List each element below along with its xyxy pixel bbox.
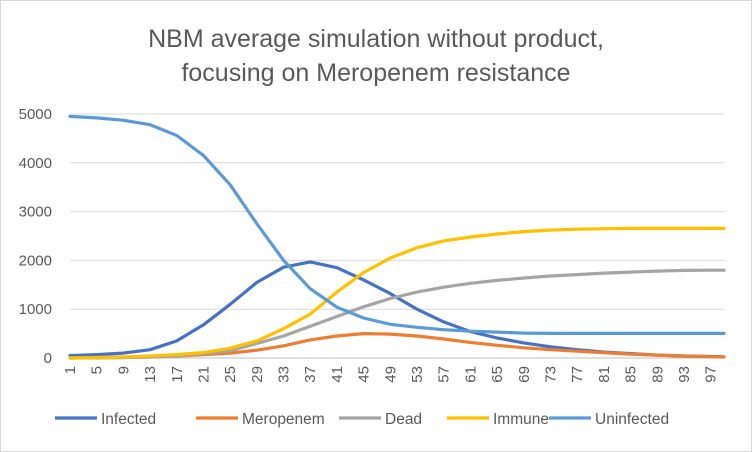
- x-tick-label: 69: [516, 366, 533, 383]
- x-tick-label: 29: [249, 366, 266, 383]
- y-axis-ticks: 0 1000 2000 3000 4000 5000: [19, 106, 52, 367]
- legend-item-infected: Infected: [55, 411, 156, 428]
- legend: Infected Meropenem Dead Immune Uninfected: [55, 411, 669, 428]
- x-tick-label: 85: [623, 366, 640, 383]
- y-tick-label: 4000: [19, 155, 52, 172]
- x-tick-label: 89: [649, 366, 666, 383]
- y-tick-label: 3000: [19, 204, 52, 221]
- x-tick-label: 17: [169, 366, 186, 383]
- gridlines: [70, 113, 724, 359]
- y-tick-label: 0: [44, 350, 52, 367]
- x-tick-label: 65: [489, 366, 506, 383]
- x-tick-label: 61: [462, 366, 479, 383]
- x-tick-label: 77: [569, 366, 586, 383]
- x-tick-label: 53: [409, 366, 426, 383]
- x-tick-label: 57: [436, 366, 453, 383]
- series-line-uninfected: [68, 114, 726, 335]
- x-tick-label: 13: [142, 366, 159, 383]
- y-tick-label: 2000: [19, 252, 52, 269]
- x-tick-label: 73: [542, 366, 559, 383]
- x-tick-label: 81: [596, 366, 613, 383]
- series-line-immune: [68, 226, 726, 360]
- x-axis-ticks: 1 5 9 13 17 21 25 29 33 37 41 45 49 53 57 61 65 69 73 77 81 8…: [62, 366, 720, 383]
- x-tick-label: 37: [302, 366, 319, 383]
- y-tick-label: 1000: [19, 301, 52, 318]
- x-tick-label: 49: [382, 366, 399, 383]
- x-tick-label: 5: [89, 366, 106, 374]
- x-tick-label: 9: [115, 366, 132, 374]
- legend-item-meropenem: Meropenem: [196, 411, 325, 428]
- legend-label: Infected: [101, 411, 156, 428]
- x-tick-label: 33: [276, 366, 293, 383]
- legend-label: Dead: [385, 411, 422, 428]
- x-tick-label: 1: [62, 366, 79, 374]
- x-tick-label: 21: [195, 366, 212, 383]
- legend-item-uninfected: Uninfected: [549, 411, 669, 428]
- chart-title-line2: focusing on Meropenem resistance: [181, 59, 571, 87]
- series-lines: [68, 114, 726, 360]
- legend-label: Uninfected: [595, 411, 669, 428]
- legend-item-dead: Dead: [339, 411, 422, 428]
- x-tick-label: 41: [329, 366, 346, 383]
- legend-label: Immune: [493, 411, 549, 428]
- chart-title: NBM average simulation without product, …: [0, 22, 752, 90]
- x-tick-label: 97: [703, 366, 720, 383]
- x-tick-label: 45: [356, 366, 373, 383]
- x-tick-label: 93: [676, 366, 693, 383]
- y-tick-label: 5000: [19, 106, 52, 123]
- legend-item-immune: Immune: [447, 411, 549, 428]
- chart-title-line1: NBM average simulation without product,: [148, 25, 604, 53]
- x-tick-label: 25: [222, 366, 239, 383]
- legend-label: Meropenem: [242, 411, 325, 428]
